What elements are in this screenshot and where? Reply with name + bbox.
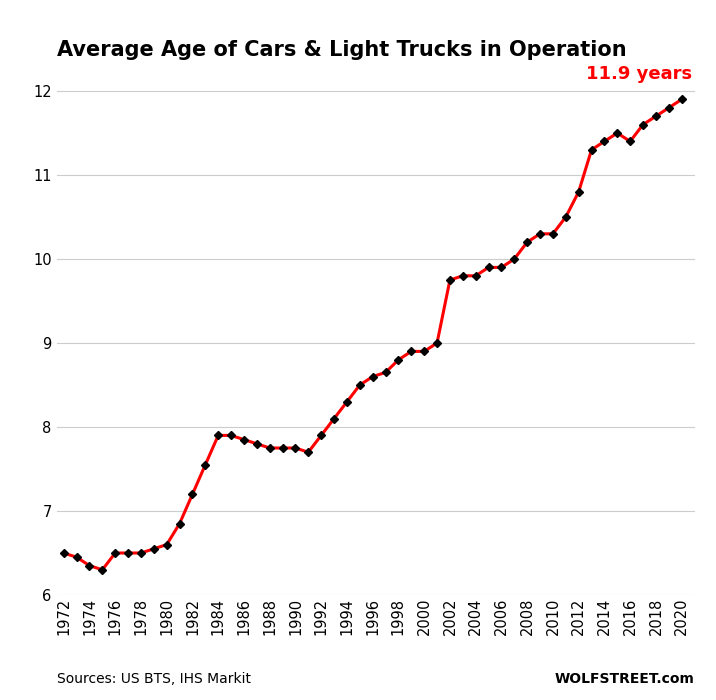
Text: Average Age of Cars & Light Trucks in Operation: Average Age of Cars & Light Trucks in Op… — [57, 40, 627, 60]
Text: Sources: US BTS, IHS Markit: Sources: US BTS, IHS Markit — [57, 672, 251, 686]
Text: WOLFSTREET.com: WOLFSTREET.com — [555, 672, 695, 686]
Text: 11.9 years: 11.9 years — [586, 64, 692, 83]
